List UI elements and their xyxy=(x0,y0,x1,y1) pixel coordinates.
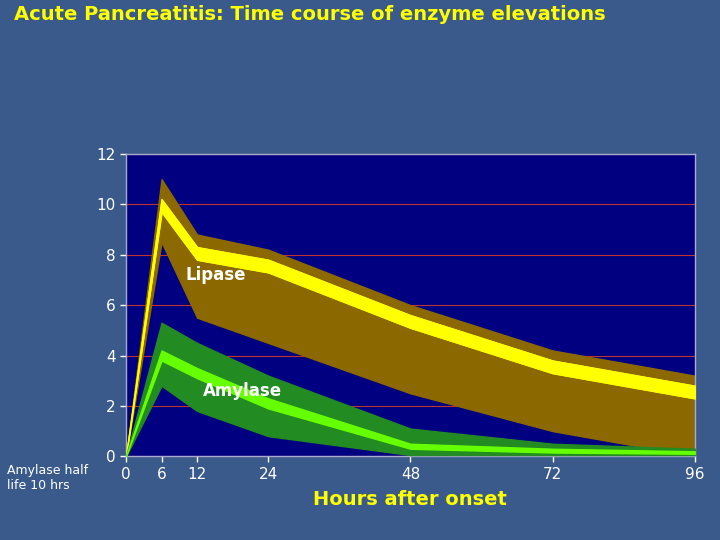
Text: Acute Pancreatitis: Time course of enzyme elevations: Acute Pancreatitis: Time course of enzym… xyxy=(14,5,606,24)
Text: Amylase half
life 10 hrs: Amylase half life 10 hrs xyxy=(7,464,89,492)
X-axis label: Hours after onset: Hours after onset xyxy=(313,490,508,509)
Text: Lipase: Lipase xyxy=(185,266,246,284)
Text: Amylase: Amylase xyxy=(203,382,282,400)
